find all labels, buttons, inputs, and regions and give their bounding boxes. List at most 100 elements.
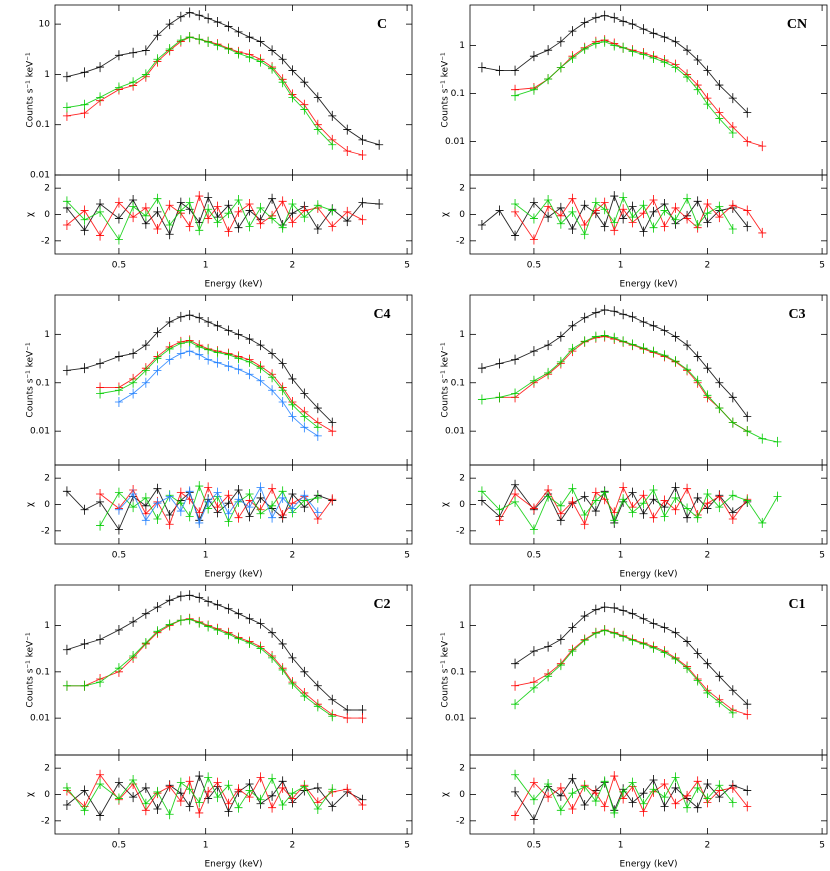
y-tick-label: 0.01 <box>445 137 465 147</box>
data-point <box>619 786 628 797</box>
data-point <box>693 220 702 231</box>
data-point <box>268 213 277 224</box>
data-point <box>529 777 538 788</box>
y-axis-label: Counts s⁻¹ keV⁻¹ <box>441 52 451 128</box>
data-point <box>703 498 712 509</box>
data-point <box>580 312 589 323</box>
data-point <box>278 664 287 675</box>
y-tick-label: 0 <box>44 500 50 510</box>
data-point <box>591 12 600 23</box>
data-point <box>544 367 553 378</box>
data-point <box>96 62 105 73</box>
data-point <box>313 124 322 135</box>
data-point <box>649 618 658 629</box>
data-point <box>660 221 669 232</box>
data-point <box>153 513 162 524</box>
data-point <box>591 331 600 342</box>
x-tick-label: 1 <box>203 261 209 271</box>
data-point <box>96 230 105 241</box>
data-point <box>129 502 138 513</box>
data-point <box>343 124 352 135</box>
plot-frame <box>469 4 828 176</box>
data-point <box>580 336 589 347</box>
data-point <box>591 307 600 318</box>
data-point <box>288 411 297 422</box>
data-point <box>129 616 138 627</box>
data-point <box>529 375 538 386</box>
y-tick-label: 10 <box>39 20 51 30</box>
data-point <box>649 320 658 331</box>
data-point <box>185 310 194 321</box>
data-point <box>671 482 680 493</box>
data-point <box>343 206 352 217</box>
data-point <box>96 810 105 821</box>
y-tick-label: -2 <box>41 526 50 536</box>
data-point <box>328 801 337 812</box>
data-point <box>703 793 712 804</box>
data-point <box>649 28 658 39</box>
y-axis-label: χ <box>26 212 36 217</box>
data-point <box>591 197 600 208</box>
data-point <box>141 798 150 809</box>
data-point <box>743 411 752 422</box>
data-point <box>728 128 737 139</box>
data-point <box>683 483 692 494</box>
data-point <box>165 229 174 240</box>
data-point <box>268 790 277 801</box>
data-point <box>660 647 669 658</box>
data-point <box>649 784 658 795</box>
data-point <box>268 63 277 74</box>
y-axis-label: Counts s⁻¹ keV⁻¹ <box>26 52 36 128</box>
data-point <box>568 206 577 217</box>
data-point <box>313 200 322 211</box>
data-point <box>62 800 71 811</box>
data-point <box>610 306 619 317</box>
data-point <box>268 348 277 359</box>
data-point <box>96 778 105 789</box>
data-point <box>715 377 724 388</box>
data-point <box>703 208 712 219</box>
data-point <box>600 304 609 315</box>
data-point <box>628 487 637 498</box>
data-point <box>671 653 680 664</box>
data-point <box>141 210 150 221</box>
data-point <box>129 201 138 212</box>
model-line <box>514 630 734 714</box>
data-point <box>204 192 213 203</box>
data-point <box>715 80 724 91</box>
data-point <box>141 69 150 80</box>
data-point <box>96 206 105 217</box>
data-point <box>300 666 309 677</box>
data-point <box>343 146 352 157</box>
data-point <box>195 481 204 492</box>
data-point <box>671 627 680 638</box>
data-point <box>639 498 648 509</box>
data-point <box>703 778 712 789</box>
data-point <box>278 510 287 521</box>
data-point <box>185 486 194 497</box>
data-point <box>245 637 254 648</box>
data-point <box>234 206 243 217</box>
x-tick-label: 2 <box>705 261 711 271</box>
data-point <box>715 671 724 682</box>
data-point <box>80 205 89 216</box>
y-axis-label: Counts s⁻¹ keV⁻¹ <box>441 632 451 708</box>
data-point <box>591 38 600 49</box>
data-point <box>245 785 254 796</box>
data-point <box>80 785 89 796</box>
data-point <box>288 678 297 689</box>
data-point <box>141 608 150 619</box>
data-point <box>649 206 658 217</box>
data-point <box>268 627 277 638</box>
x-tick-label: 5 <box>819 841 825 851</box>
y-tick-label: 0.01 <box>30 714 50 724</box>
data-point <box>660 325 669 336</box>
y-tick-label: 1 <box>459 330 465 340</box>
data-point <box>619 605 628 616</box>
data-point <box>544 212 553 223</box>
data-point <box>204 354 213 365</box>
data-point <box>204 596 213 607</box>
data-point <box>234 485 243 496</box>
data-point <box>300 104 309 115</box>
data-point <box>268 385 277 396</box>
